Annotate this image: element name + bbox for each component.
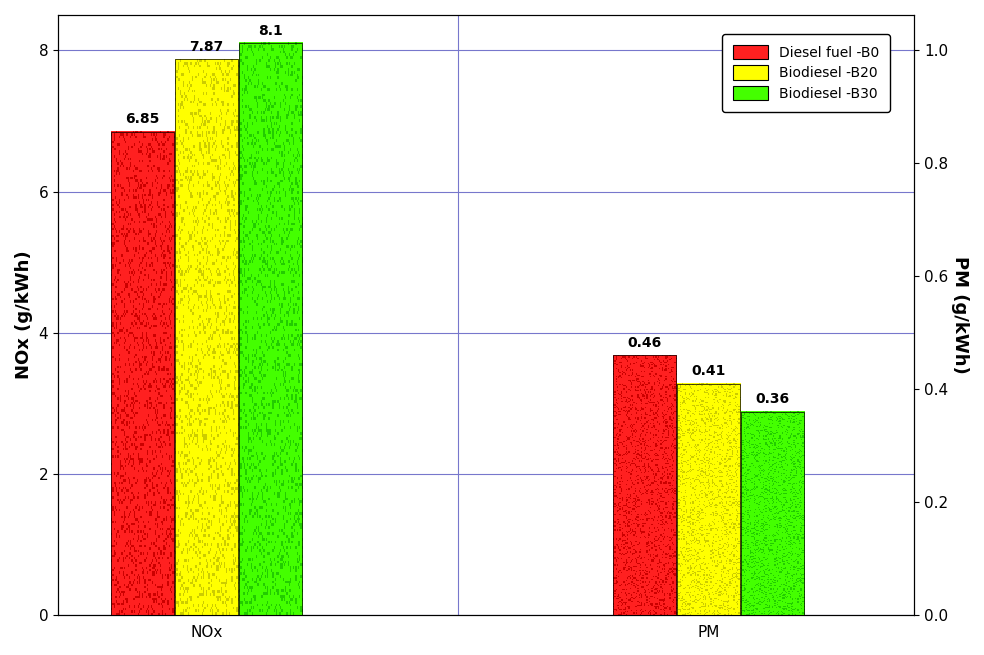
Bar	[741, 412, 804, 615]
Bar	[677, 384, 740, 615]
Y-axis label: NOx (g/kWh): NOx (g/kWh)	[15, 251, 33, 379]
Text: 6.85: 6.85	[125, 112, 159, 126]
Bar	[111, 132, 174, 615]
Y-axis label: PM (g/kWh): PM (g/kWh)	[951, 256, 969, 374]
Bar	[239, 43, 302, 615]
Text: 0.36: 0.36	[756, 392, 790, 406]
Text: 0.41: 0.41	[692, 364, 726, 378]
Bar	[613, 356, 676, 615]
Bar	[175, 60, 238, 615]
Text: 0.46: 0.46	[628, 336, 662, 350]
Legend: Diesel fuel -B0, Biodiesel -B20, Biodiesel -B30: Diesel fuel -B0, Biodiesel -B20, Biodies…	[722, 34, 891, 112]
Text: 8.1: 8.1	[258, 24, 282, 37]
Text: 7.87: 7.87	[189, 40, 223, 54]
